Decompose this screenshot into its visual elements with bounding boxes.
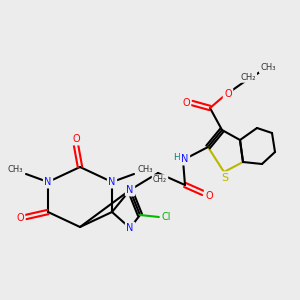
- Text: O: O: [72, 134, 80, 144]
- Text: N: N: [126, 185, 134, 195]
- Text: O: O: [205, 191, 213, 201]
- Text: N: N: [126, 223, 134, 233]
- Text: CH₃: CH₃: [137, 166, 153, 175]
- Text: O: O: [224, 89, 232, 99]
- Text: O: O: [182, 98, 190, 108]
- Text: N: N: [181, 154, 189, 164]
- Text: H: H: [174, 152, 180, 161]
- Text: O: O: [16, 213, 24, 223]
- Text: N: N: [44, 177, 52, 187]
- Text: Cl: Cl: [161, 212, 171, 222]
- Text: CH₃: CH₃: [260, 64, 276, 73]
- Text: S: S: [221, 173, 229, 183]
- Text: CH₃: CH₃: [7, 166, 23, 175]
- Text: N: N: [108, 177, 116, 187]
- Text: CH₂: CH₂: [240, 73, 256, 82]
- Text: CH₂: CH₂: [153, 176, 167, 184]
